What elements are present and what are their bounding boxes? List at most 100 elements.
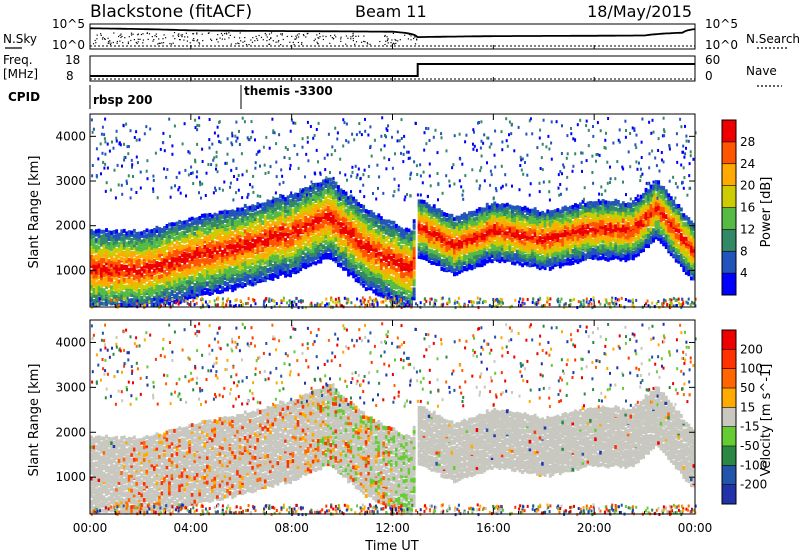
power-cell	[168, 230, 171, 235]
power-cell	[90, 238, 93, 243]
power-cell	[619, 223, 623, 228]
power-cell	[115, 287, 119, 292]
power-cell	[498, 217, 502, 222]
noise-dot	[107, 42, 109, 44]
power-cell	[142, 234, 146, 239]
power-cell	[359, 281, 363, 286]
power-cell	[395, 294, 398, 299]
power-cell	[546, 222, 550, 227]
power-cell	[379, 224, 383, 229]
power-cell	[503, 216, 507, 221]
power-cell	[170, 277, 174, 282]
power-cell	[97, 275, 101, 280]
power-cell	[218, 284, 222, 289]
power-cell	[536, 229, 540, 234]
power-cell	[442, 212, 446, 217]
power-cell	[460, 243, 464, 248]
power-cell	[329, 249, 333, 254]
power-cell	[533, 228, 537, 233]
power-cell	[369, 280, 373, 285]
power-cell	[216, 254, 219, 258]
power-cell	[453, 244, 456, 249]
power-cell	[488, 256, 492, 261]
noise-dot	[230, 43, 232, 45]
power-cell	[127, 243, 131, 247]
power-cell	[569, 253, 572, 258]
power-cell	[324, 178, 328, 183]
power-cell	[314, 197, 318, 202]
power-cell	[485, 229, 489, 234]
power-cell	[153, 285, 156, 290]
power-cell	[417, 242, 421, 247]
power-cell	[551, 226, 555, 231]
power-cell	[140, 251, 144, 256]
power-cell	[314, 234, 318, 239]
power-cell	[518, 221, 522, 226]
power-cell	[465, 216, 469, 221]
power-cell	[90, 298, 93, 303]
power-cell	[563, 253, 567, 258]
power-cell	[450, 250, 454, 255]
power-cell	[453, 221, 456, 226]
power-cell	[90, 261, 93, 266]
power-cell	[231, 217, 235, 222]
power-cell	[153, 251, 156, 256]
power-cell	[435, 258, 439, 263]
power-cell	[92, 299, 96, 303]
power-cell	[243, 275, 247, 280]
power-cell	[382, 250, 386, 255]
power-cell	[261, 276, 265, 281]
power-cell	[284, 257, 287, 262]
power-cell	[367, 217, 371, 222]
power-cell	[306, 190, 310, 195]
power-cell	[372, 250, 376, 255]
power-cell	[488, 209, 492, 213]
power-cell	[430, 215, 434, 220]
power-cell	[135, 292, 139, 297]
power-cell	[233, 213, 237, 218]
power-cell	[238, 224, 242, 229]
power-cell	[107, 241, 111, 246]
power-cell	[450, 227, 454, 232]
power-cell	[221, 285, 224, 290]
power-cell	[518, 224, 522, 229]
power-cell	[339, 251, 343, 256]
power-cell	[390, 270, 393, 275]
power-cell	[473, 251, 477, 256]
power-cell	[185, 264, 189, 269]
power-cell	[281, 217, 285, 222]
power-cell	[321, 186, 325, 191]
power-cell	[218, 272, 222, 277]
power-cell	[321, 210, 325, 215]
noise-dot	[225, 32, 227, 34]
power-cell	[213, 232, 217, 237]
noise-dot	[177, 34, 179, 36]
power-cell	[314, 182, 318, 187]
power-cell	[195, 223, 199, 228]
power-cell	[566, 225, 570, 230]
power-cell	[216, 289, 219, 294]
power-cell	[359, 261, 363, 266]
power-cell	[140, 239, 144, 244]
noise-dot	[120, 33, 122, 35]
power-cell	[269, 235, 272, 240]
power-cell	[274, 233, 277, 238]
power-cell	[536, 235, 540, 240]
power-cell	[276, 223, 280, 227]
power-cell	[142, 238, 146, 243]
power-cell	[321, 200, 325, 205]
power-cell	[526, 244, 529, 249]
power-cell	[200, 268, 204, 273]
power-cell	[596, 207, 600, 212]
power-cell	[150, 286, 154, 291]
power-cell	[193, 292, 197, 297]
power-cell	[304, 187, 308, 191]
power-cell	[327, 205, 330, 210]
power-cell	[246, 238, 250, 243]
power-cell	[226, 276, 229, 281]
power-cell	[329, 211, 333, 216]
power-cell	[316, 212, 320, 217]
power-cell	[175, 295, 179, 299]
power-cell	[334, 203, 338, 207]
power-cell	[352, 274, 356, 279]
